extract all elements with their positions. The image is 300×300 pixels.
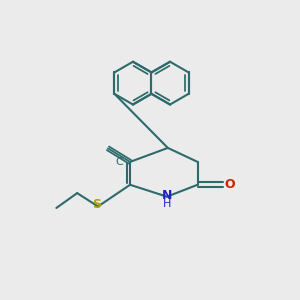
Text: N: N — [162, 189, 172, 202]
Text: S: S — [92, 199, 101, 212]
Text: C: C — [116, 157, 124, 167]
Text: O: O — [224, 178, 235, 191]
Text: H: H — [163, 199, 171, 209]
